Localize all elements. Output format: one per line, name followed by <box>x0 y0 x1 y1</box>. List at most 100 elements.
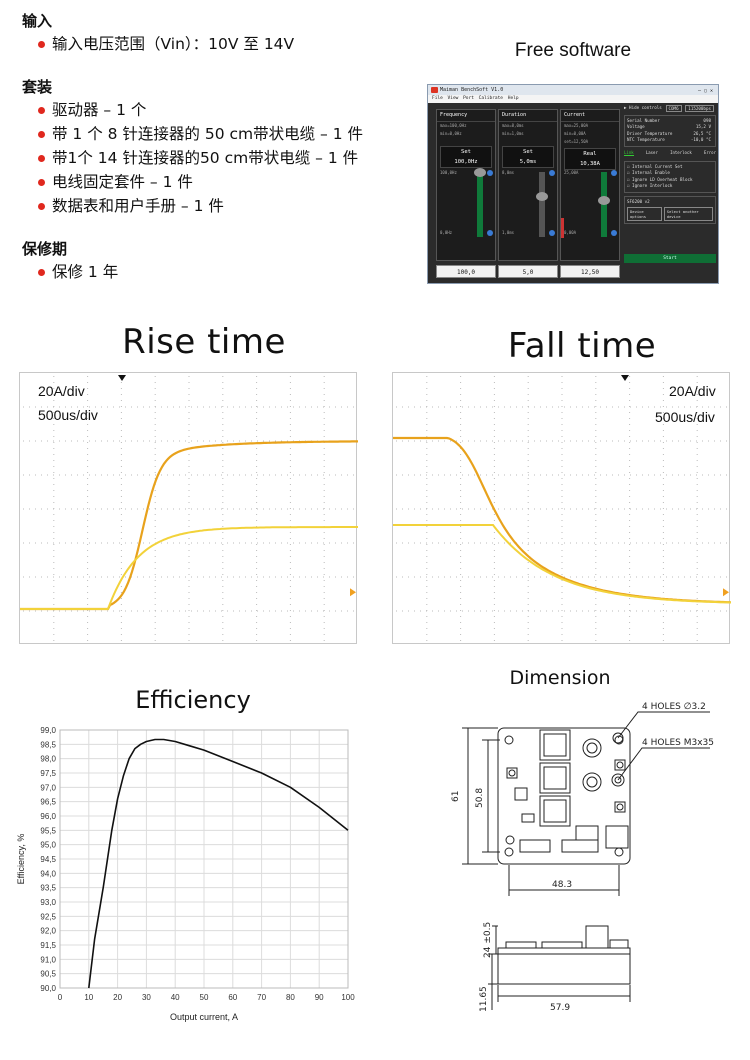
minus-button[interactable] <box>549 230 555 236</box>
minus-button[interactable] <box>487 230 493 236</box>
readout-label: Set <box>523 149 533 155</box>
device-options-button[interactable]: Device options <box>627 206 662 221</box>
range-bottom: 1,0ms <box>502 230 515 235</box>
panel-title: Current <box>561 110 619 122</box>
fall-time-title: Fall time <box>507 326 657 366</box>
frequency-panel: Frequency max=100,0Hz min=0,0Hz Set 100,… <box>436 109 496 278</box>
y-axis-label: Efficiency, % <box>16 834 26 885</box>
panel-min: min=1,0ms <box>502 131 524 136</box>
range-top: 25,00A <box>564 170 579 175</box>
status-tabs: Link Laser Interlock Error <box>624 150 716 156</box>
tab-laser[interactable]: Laser <box>645 149 658 155</box>
slider-knob[interactable] <box>474 168 486 177</box>
y-tick-label: 90,5 <box>40 970 56 979</box>
efficiency-chart: 90,0 90,5 91,0 91,5 92,0 92,5 93,0 93,5 94,0 94,5… <box>16 726 355 1022</box>
current-input[interactable]: 12,50 <box>560 265 620 278</box>
dim-61: 61 <box>451 791 461 802</box>
panel-max: max=100,0Hz <box>440 123 467 128</box>
minus-button[interactable] <box>611 230 617 236</box>
frequency-input[interactable]: 100,0 <box>436 265 496 278</box>
y-tick-label: 92,5 <box>40 912 56 921</box>
current-slider[interactable] <box>598 172 610 237</box>
x-tick-label: 40 <box>171 993 180 1002</box>
plus-button[interactable] <box>549 170 555 176</box>
range-bottom: 0,00A <box>564 230 577 235</box>
x-tick-label: 100 <box>341 993 355 1002</box>
fall-time-scope: 20A/div 500us/div <box>392 372 731 644</box>
readout-value: 10,38A <box>580 161 600 167</box>
panel-readout: Real 10,38A <box>564 148 616 170</box>
y-tick-label: 94,0 <box>40 869 56 878</box>
window-controls-icon[interactable]: –▢✕ <box>697 88 716 94</box>
dimension-drawing: 4 HOLES ∅3.2 4 HOLES M3x35 61 50.8 48.3 … <box>451 702 714 1013</box>
x-tick-label: 70 <box>257 993 266 1002</box>
rise-time-title: Rise time <box>122 322 286 362</box>
y-tick-label: 93,0 <box>40 898 56 907</box>
duration-input[interactable]: 5,0 <box>498 265 558 278</box>
device-name: SF6200 v2 <box>627 198 650 204</box>
checkbox-internal-current[interactable]: Internal Current Set <box>627 164 713 171</box>
board-side-view <box>497 947 631 985</box>
panel-readout: Set 100,0Hz <box>440 146 492 168</box>
x-tick-label: 30 <box>142 993 151 1002</box>
panel-title: Duration <box>499 110 557 122</box>
slider-knob[interactable] <box>598 196 610 205</box>
baud-select[interactable]: 115200bps <box>685 105 714 112</box>
info-key: NTC Temperature <box>627 137 665 142</box>
duration-slider[interactable] <box>536 172 548 237</box>
input-heading: 输入 <box>22 12 53 30</box>
info-value: -10,0 °C <box>690 137 711 142</box>
window-title: Maiman BenchSoft V1.0 <box>440 87 504 93</box>
list-item: 输入电压范围（Vin）：10V 至 14V <box>38 32 422 56</box>
panel-min: min=0,0Hz <box>440 131 462 136</box>
holes-label-1: 4 HOLES ∅3.2 <box>642 702 706 712</box>
menu-bar[interactable]: File View Port Calibrate Help <box>428 95 718 103</box>
tab-interlock[interactable]: Interlock <box>670 149 692 155</box>
slider-knob[interactable] <box>536 192 548 201</box>
y-tick-label: 98,5 <box>40 740 56 749</box>
port-select[interactable]: COM6 <box>665 105 682 112</box>
y-tick-label: 91,5 <box>40 941 56 950</box>
x-tick-label: 20 <box>113 993 122 1002</box>
kit-list: 驱动器 – 1 个 带 1 个 8 针连接器的 50 cm带状电缆 – 1 件 … <box>38 98 422 218</box>
info-key: Voltage <box>627 124 645 129</box>
plus-button[interactable] <box>611 170 617 176</box>
checkbox-ignore-interlock[interactable]: Ignore Interlock <box>627 183 713 190</box>
rise-time-scope: 20A/div 500us/div <box>19 372 358 644</box>
y-tick-label: 94,5 <box>40 855 56 864</box>
fall-time-scale: 500us/div <box>655 409 715 425</box>
y-tick-label: 92,0 <box>40 927 56 936</box>
y-tick-label: 95,0 <box>40 841 56 850</box>
dim-57-9: 57.9 <box>550 1003 570 1013</box>
y-tick-label: 91,0 <box>40 955 56 964</box>
readout-value: 100,0Hz <box>454 159 478 165</box>
x-tick-label: 50 <box>200 993 209 1002</box>
plus-button[interactable] <box>487 170 493 176</box>
panel-set: set=12,50A <box>564 139 589 144</box>
rise-time-trace <box>20 375 358 641</box>
efficiency-title: Efficiency <box>135 686 251 714</box>
warranty-heading: 保修期 <box>22 240 68 258</box>
x-axis-label: Output current, A <box>170 1012 238 1022</box>
y-tick-label: 95,5 <box>40 826 56 835</box>
list-item: 电线固定套件 – 1 件 <box>38 170 422 194</box>
info-key: Driver Temperature <box>627 130 673 136</box>
range-top: 100,0Hz <box>440 170 457 175</box>
frequency-slider[interactable] <box>474 168 486 237</box>
start-button[interactable]: Start <box>624 254 716 263</box>
input-list: 输入电压范围（Vin）：10V 至 14V <box>38 32 422 56</box>
rise-time-scale: 500us/div <box>38 407 98 423</box>
fall-trace-reference <box>393 524 731 604</box>
tab-link[interactable]: Link <box>624 149 634 156</box>
y-tick-label: 98,0 <box>40 755 56 764</box>
spec-section: 输入 输入电压范围（Vin）：10V 至 14V 套装 驱动器 – 1 个 带 … <box>22 10 422 284</box>
software-caption: Free software <box>514 40 632 61</box>
checkbox-ignore-overheat[interactable]: Ignore LD Overheat Block <box>627 177 713 184</box>
hide-controls-button[interactable]: ▶ Hide controls <box>624 105 662 110</box>
info-key: Serial Number <box>627 117 660 123</box>
y-tick-label: 97,5 <box>40 769 56 778</box>
tab-error[interactable]: Error <box>703 149 716 155</box>
select-device-button[interactable]: Select another device <box>663 206 713 221</box>
warranty-list: 保修 1 年 <box>38 260 422 284</box>
checkbox-internal-enable[interactable]: Internal Enable <box>627 170 713 177</box>
